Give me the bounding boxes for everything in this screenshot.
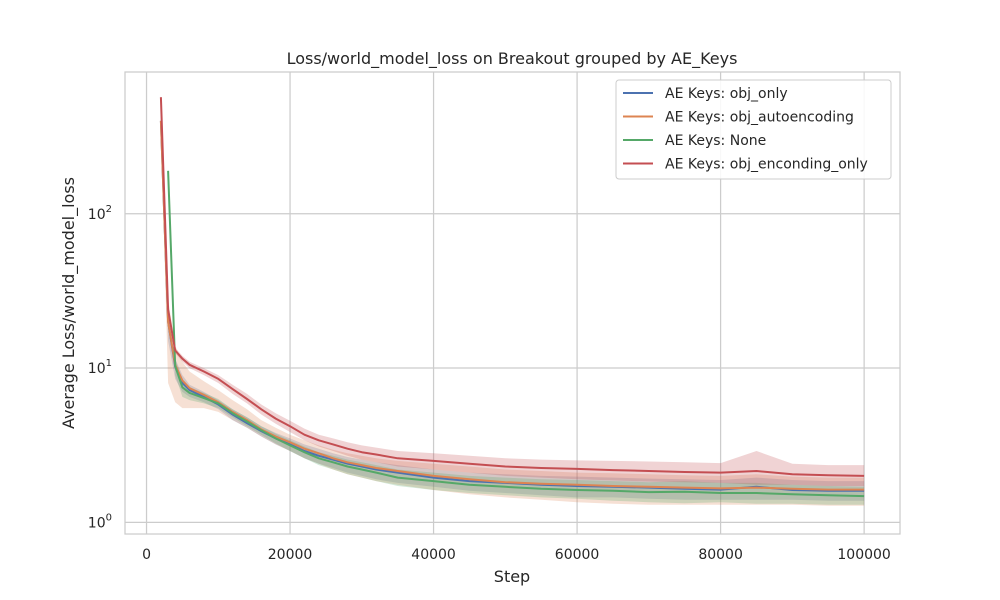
- series-lines: [159, 97, 865, 498]
- y-tick-label: 102: [88, 204, 112, 223]
- y-axis-ticks: 100 101 102: [88, 204, 112, 532]
- y-tick-label: 101: [88, 358, 112, 377]
- legend-label: AE Keys: obj_only: [665, 86, 788, 102]
- x-tick-label: 60000: [555, 547, 600, 563]
- plot-area-border: [124, 71, 901, 535]
- series-line-3: [167, 170, 865, 498]
- x-tick-label: 0: [142, 547, 151, 563]
- x-tick-label: 100000: [837, 547, 890, 563]
- legend: AE Keys: obj_only AE Keys: obj_autoencodi…: [615, 79, 892, 180]
- y-tick-label: 100: [88, 512, 112, 531]
- x-tick-label: 40000: [411, 547, 456, 563]
- x-tick-label: 20000: [268, 547, 313, 563]
- x-axis-ticks: 0 20000 40000 60000 80000 100000: [142, 547, 891, 563]
- legend-label: AE Keys: obj_enconding_only: [665, 157, 868, 173]
- legend-label: AE Keys: obj_autoencoding: [665, 110, 854, 126]
- y-axis-label: Average Loss/world_model_loss: [59, 177, 79, 429]
- legend-items: AE Keys: obj_only AE Keys: obj_autoencodi…: [623, 86, 868, 173]
- x-axis-label: Step: [494, 567, 530, 586]
- legend-label: AE Keys: None: [665, 133, 766, 149]
- x-tick-label: 80000: [698, 547, 743, 563]
- series-line-2: [159, 120, 865, 491]
- legend-box: [615, 79, 892, 180]
- series-line-4: [159, 97, 865, 477]
- chart-title: Loss/world_model_loss on Breakout groupe…: [287, 49, 738, 69]
